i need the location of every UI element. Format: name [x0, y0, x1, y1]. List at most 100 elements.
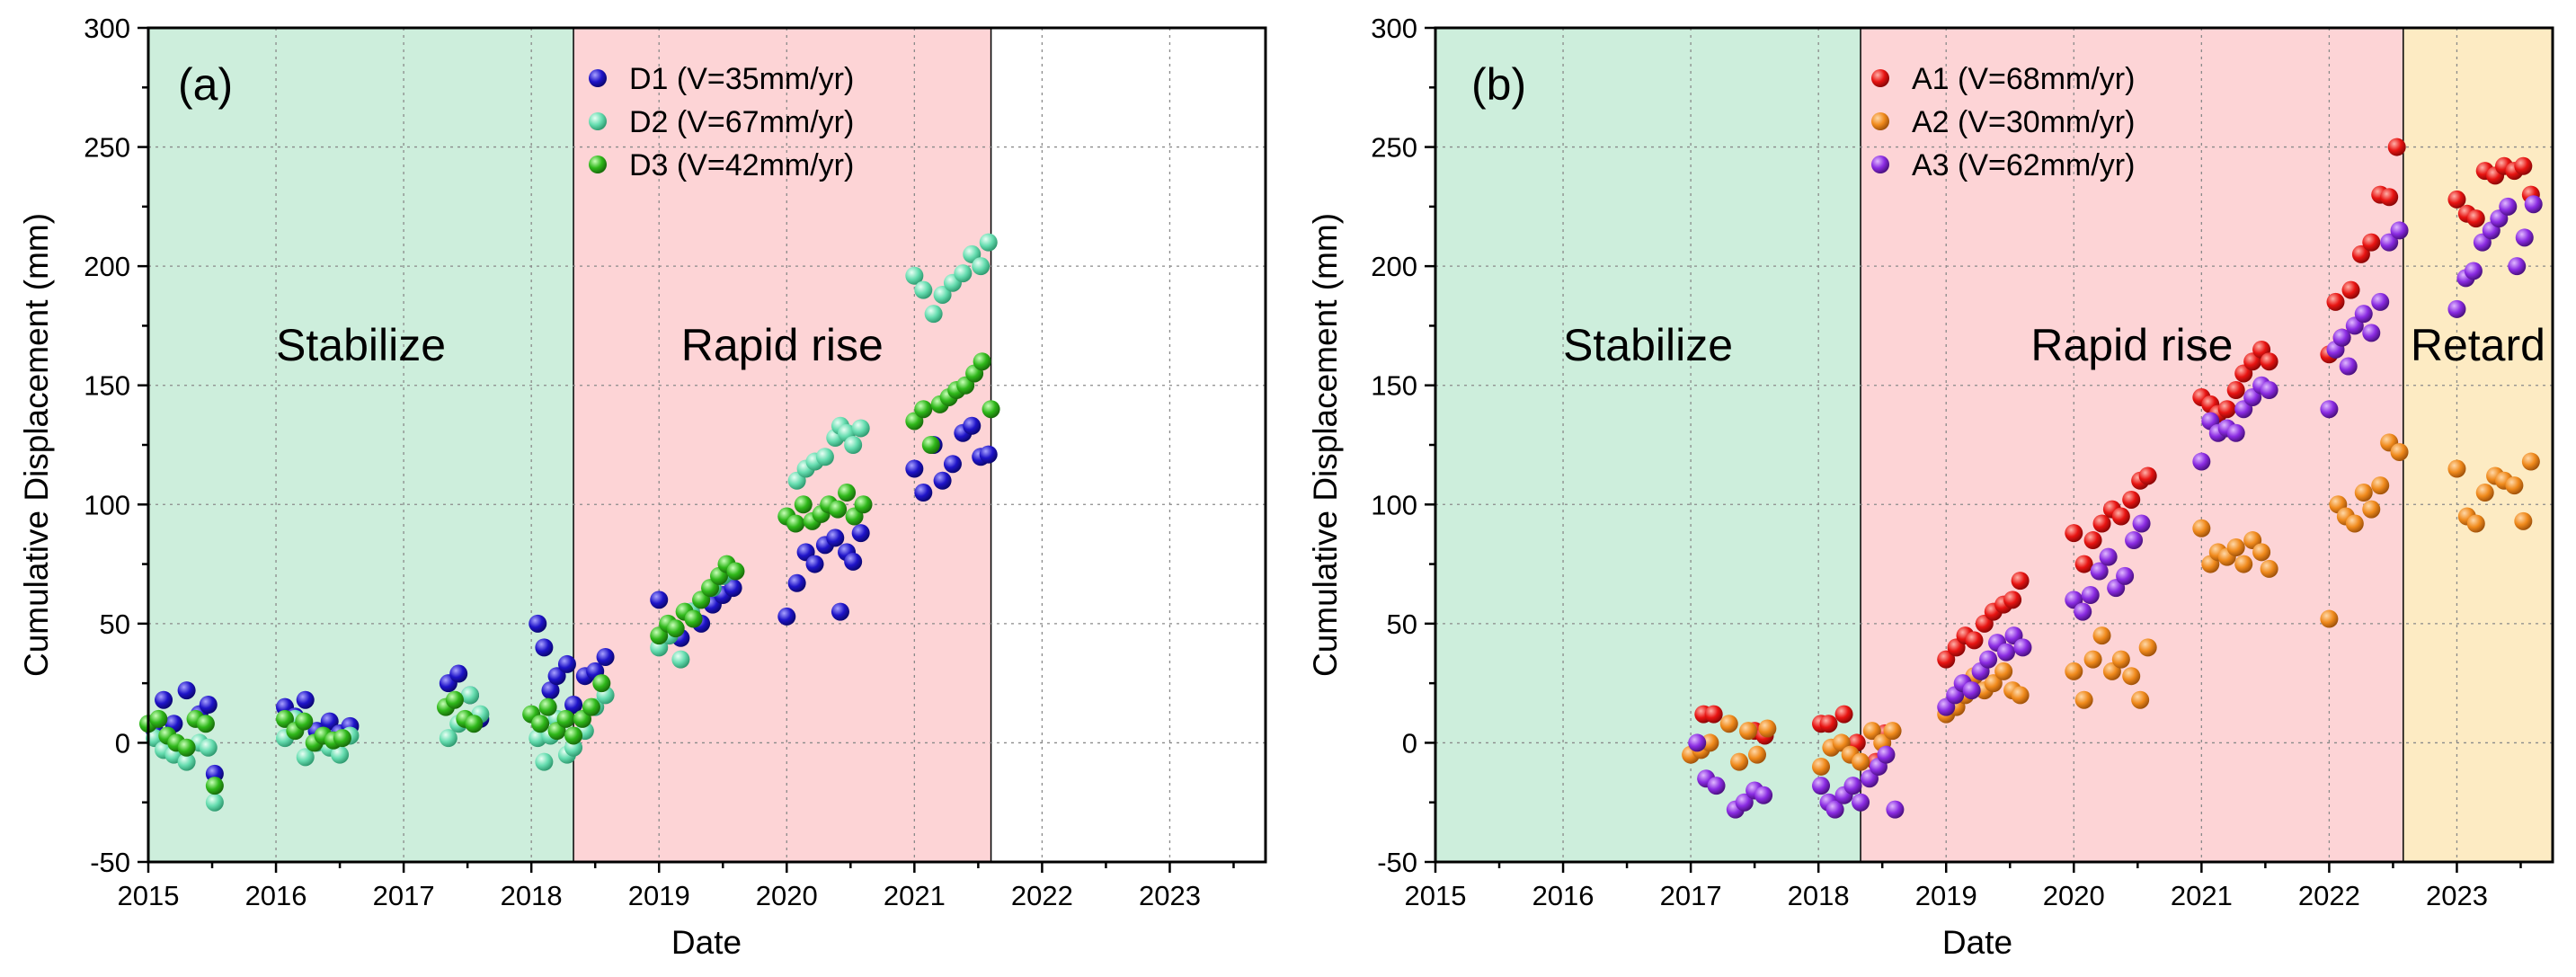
data-point: [2260, 559, 2278, 578]
data-point: [2380, 233, 2399, 252]
data-point: [2111, 650, 2130, 669]
data-point: [1701, 733, 1719, 752]
y-tick-label: 50: [1387, 608, 1417, 640]
data-point: [2226, 423, 2245, 442]
data-point: [1707, 777, 1726, 795]
data-point: [1812, 757, 1831, 776]
phase-label-stabilize: Stabilize: [276, 320, 446, 370]
y-tick-label: 0: [1402, 727, 1417, 759]
data-point: [1758, 719, 1777, 738]
data-point: [943, 455, 962, 474]
data-point: [1739, 722, 1758, 741]
y-tick-label: 100: [84, 489, 130, 520]
data-point: [439, 729, 457, 748]
legend-label: D2 (V=67mm/yr): [629, 105, 854, 139]
y-tick-label: 150: [1371, 370, 1417, 402]
y-tick-label: 100: [1371, 489, 1417, 520]
data-point: [449, 664, 468, 683]
phase-label-stabilize: Stabilize: [1563, 320, 1733, 370]
x-tick-label: 2021: [884, 880, 946, 911]
phase-label-rapid-rise: Rapid rise: [681, 320, 884, 370]
data-point: [592, 674, 611, 693]
data-point: [2514, 511, 2533, 530]
data-point: [924, 305, 943, 324]
legend-label: A3 (V=62mm/yr): [1912, 148, 2135, 182]
data-point: [1852, 752, 1870, 771]
data-point: [582, 697, 600, 716]
data-point: [2466, 209, 2485, 228]
data-point: [2074, 690, 2093, 709]
phase-region-rapid-rise: [573, 28, 991, 862]
x-axis-title: Date: [671, 924, 742, 961]
data-point: [2013, 638, 2032, 657]
data-point: [196, 715, 215, 733]
data-point: [2011, 686, 2030, 705]
y-tick-label: 150: [84, 370, 130, 402]
data-point: [1883, 722, 1902, 741]
data-point: [2515, 228, 2534, 247]
data-point: [2074, 555, 2093, 573]
x-tick-label: 2019: [628, 880, 690, 911]
data-point: [1747, 745, 1766, 764]
data-point: [933, 285, 952, 304]
data-point: [1996, 643, 2015, 662]
data-point: [2083, 650, 2102, 669]
data-point: [465, 715, 484, 733]
data-point: [1965, 631, 1984, 650]
data-point: [296, 748, 315, 767]
data-point: [199, 738, 218, 757]
y-tick-label: -50: [1377, 847, 1417, 878]
data-point: [1730, 752, 1749, 771]
data-point: [671, 650, 690, 669]
x-tick-label: 2020: [756, 880, 818, 911]
data-point: [177, 752, 196, 771]
data-point: [2116, 566, 2135, 585]
data-point: [851, 524, 870, 543]
data-point: [1834, 705, 1853, 724]
data-point: [2326, 292, 2345, 311]
data-point: [2260, 352, 2278, 371]
x-tick-label: 2015: [118, 880, 180, 911]
data-point: [2132, 514, 2151, 533]
data-point: [2131, 690, 2150, 709]
data-point: [177, 738, 196, 757]
data-point: [295, 712, 314, 731]
data-point: [2362, 324, 2381, 342]
phase-region-stabilize: [1435, 28, 1861, 862]
data-point: [1862, 722, 1881, 741]
data-point: [596, 647, 615, 666]
data-point: [333, 729, 351, 748]
data-point: [794, 495, 813, 514]
legend: D1 (V=35mm/yr) D2 (V=67mm/yr) D3 (V=42mm/y…: [589, 62, 854, 182]
data-point: [177, 681, 196, 700]
data-point: [979, 445, 998, 464]
data-point: [2514, 156, 2533, 175]
data-point: [2125, 531, 2144, 550]
series-a2: [1682, 433, 2540, 776]
data-point: [2192, 452, 2211, 471]
data-point: [2390, 442, 2409, 461]
phase-region-retard: [2403, 28, 2553, 862]
data-point: [535, 638, 554, 657]
data-point: [1984, 674, 2003, 693]
phase-label-rapid-rise: Rapid rise: [2030, 320, 2233, 370]
data-point: [1937, 650, 1956, 669]
data-point: [2332, 328, 2351, 347]
data-point: [2090, 562, 2109, 581]
data-point: [2003, 591, 2022, 609]
data-point: [331, 745, 350, 764]
data-point: [2521, 452, 2540, 471]
data-point: [2466, 514, 2485, 533]
legend-marker: [589, 112, 607, 130]
data-point: [155, 690, 173, 709]
data-point: [844, 552, 863, 571]
x-tick-label: 2019: [1915, 880, 1977, 911]
panel-label: (b): [1471, 59, 1526, 110]
data-point: [1825, 800, 1844, 819]
data-point: [2320, 609, 2339, 628]
x-tick-label: 2015: [1405, 880, 1467, 911]
series-a3: [1688, 195, 2543, 819]
legend: A1 (V=68mm/yr) A2 (V=30mm/yr) A3 (V=62mm/y…: [1871, 62, 2135, 182]
y-axis-title: Cumulative Displacement (mm): [1307, 213, 1344, 677]
data-point: [2447, 299, 2466, 318]
